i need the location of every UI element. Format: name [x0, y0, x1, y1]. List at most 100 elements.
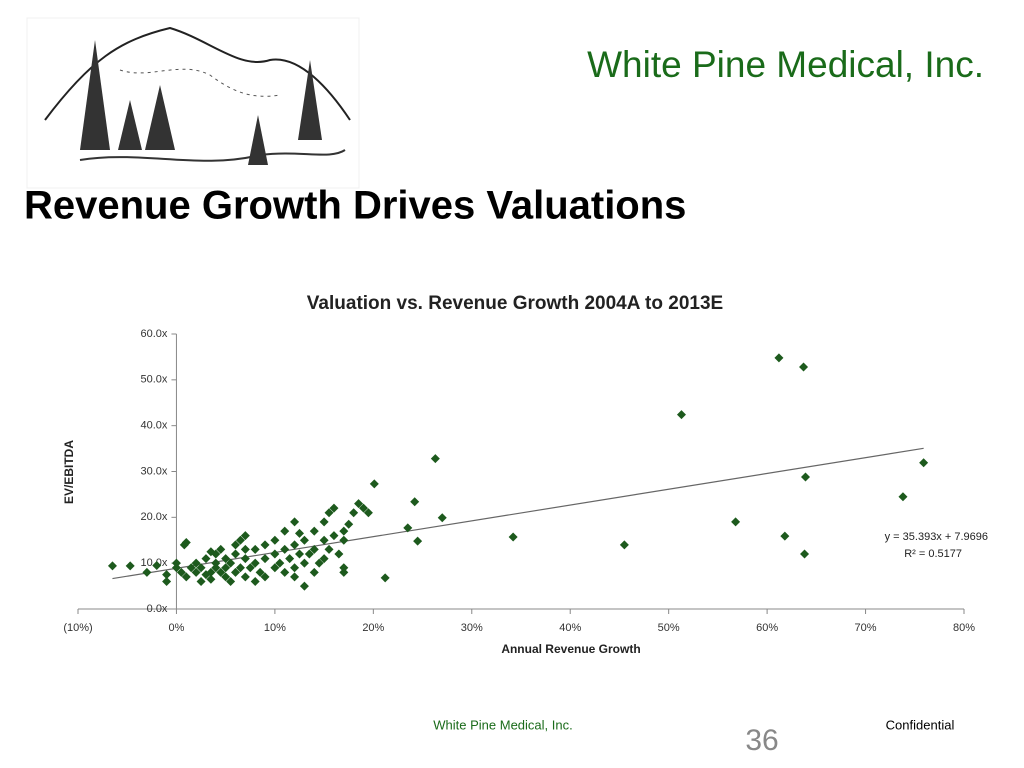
data-point [290, 572, 300, 582]
data-point [211, 563, 221, 573]
data-point [240, 554, 250, 564]
data-point [191, 558, 201, 568]
footer-company: White Pine Medical, Inc. [433, 717, 572, 732]
data-point [339, 567, 349, 577]
data-point [334, 549, 344, 559]
x-tick-label: (10%) [63, 622, 92, 634]
x-tick-label: 0% [168, 622, 184, 634]
y-tick-label: 40.0x [141, 420, 168, 432]
data-point [235, 535, 245, 545]
page-number: 36 [745, 724, 778, 757]
data-point [125, 561, 135, 571]
data-point [319, 554, 329, 564]
data-point [430, 454, 440, 464]
data-point [186, 563, 196, 573]
y-tick-label: 20.0x [141, 511, 168, 523]
data-point [731, 517, 741, 527]
data-point [221, 563, 231, 573]
data-point [339, 526, 349, 536]
data-point [260, 540, 270, 550]
data-point [221, 572, 231, 582]
data-point [216, 544, 226, 554]
y-tick-label: 60.0x [141, 328, 168, 340]
data-point [380, 573, 390, 583]
data-point [676, 410, 686, 420]
data-point [191, 567, 201, 577]
x-tick-label: 70% [855, 622, 877, 634]
data-point [270, 549, 280, 559]
data-point [800, 549, 810, 559]
data-point [206, 547, 216, 557]
data-point [240, 572, 250, 582]
data-point [226, 577, 236, 586]
data-point [240, 544, 250, 554]
data-point [211, 558, 221, 568]
data-point [235, 563, 245, 573]
data-point [339, 563, 349, 573]
data-point [171, 563, 181, 573]
slide-title: Revenue Growth Drives Valuations [24, 184, 686, 228]
data-point [324, 508, 334, 518]
data-point [231, 540, 241, 550]
data-point [319, 535, 329, 545]
data-point [329, 531, 339, 541]
data-point [196, 577, 206, 586]
data-point [339, 535, 349, 545]
data-point [176, 567, 186, 577]
x-axis-label: Annual Revenue Growth [501, 642, 640, 656]
data-point [919, 458, 929, 468]
data-point [280, 544, 290, 554]
y-tick-label: 30.0x [141, 465, 168, 477]
data-point [413, 536, 423, 546]
data-point [179, 540, 189, 550]
data-point [309, 544, 319, 554]
data-point [299, 535, 309, 545]
data-point [437, 513, 447, 523]
data-point [299, 581, 309, 591]
y-axis-label: EV/EBITDA [62, 440, 76, 504]
data-point [181, 572, 191, 582]
data-point [309, 567, 319, 577]
data-point [309, 526, 319, 536]
data-point [255, 567, 265, 577]
trend-line [112, 447, 924, 580]
data-point [290, 517, 300, 527]
data-point [221, 554, 231, 564]
y-tick-label: 50.0x [141, 374, 168, 386]
data-point [270, 563, 280, 573]
data-point [260, 554, 270, 564]
x-tick-label: 50% [658, 622, 680, 634]
data-point [329, 503, 339, 513]
data-point [319, 517, 329, 527]
data-point [206, 567, 216, 577]
data-point [196, 563, 206, 573]
data-point [295, 549, 304, 559]
data-point [142, 567, 152, 577]
data-point [162, 570, 172, 580]
x-tick-label: 30% [461, 622, 483, 634]
company-title: White Pine Medical, Inc. [587, 44, 984, 85]
y-tick-label: 0.0x [147, 603, 168, 615]
x-tick-label: 40% [559, 622, 581, 634]
data-point [403, 523, 413, 533]
data-point [358, 503, 368, 513]
data-point [250, 558, 260, 568]
data-point [250, 544, 260, 554]
data-point [508, 532, 518, 542]
data-point [780, 531, 790, 541]
data-point [280, 526, 290, 536]
y-tick-label: 10.0x [141, 557, 168, 569]
data-point [354, 499, 364, 509]
data-point [314, 558, 324, 568]
footer-note: Confidential [886, 717, 955, 732]
data-point [280, 567, 290, 577]
data-point [206, 574, 216, 584]
data-point [171, 558, 181, 568]
data-point [201, 554, 211, 564]
data-point [369, 479, 379, 489]
data-point [295, 528, 304, 538]
data-point [231, 567, 241, 577]
data-point [363, 508, 373, 518]
